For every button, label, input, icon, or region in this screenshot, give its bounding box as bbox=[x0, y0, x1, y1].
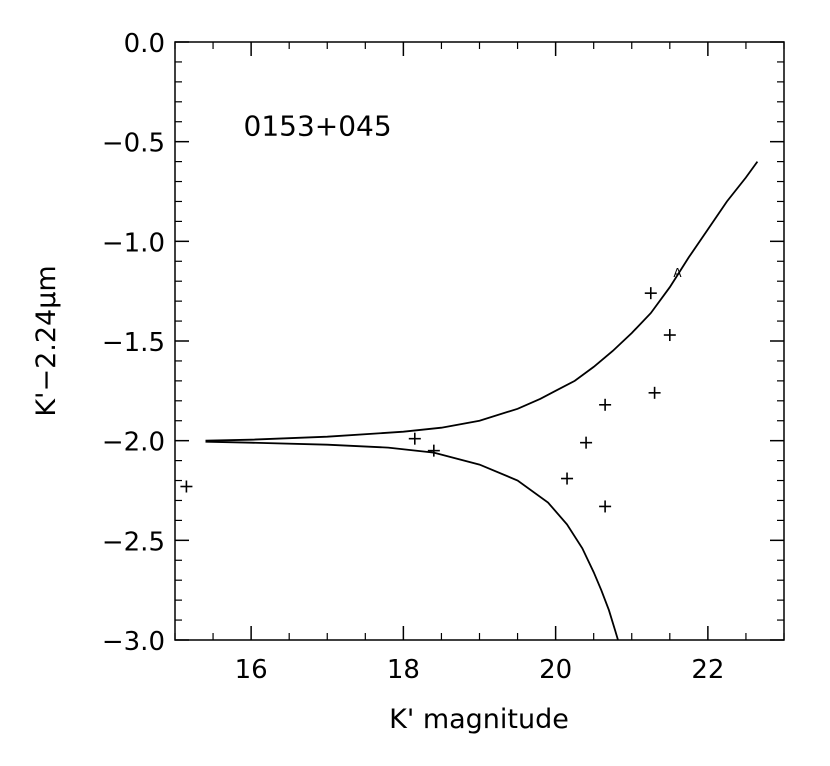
tick-labels: 16 18 20 22 0.0 −0.5 −1.0 −1.5 −2.0 −2.5 −3.0 bbox=[102, 29, 725, 685]
data-point bbox=[180, 480, 193, 493]
x-tick-label: 22 bbox=[691, 655, 724, 685]
y-tick-label: −2.5 bbox=[102, 527, 165, 557]
x-tick-label: 16 bbox=[235, 655, 268, 685]
data-point bbox=[561, 472, 574, 485]
data-point bbox=[408, 432, 421, 445]
series-line bbox=[205, 161, 759, 442]
y-tick-label: −1.0 bbox=[102, 228, 165, 258]
data-point bbox=[599, 398, 612, 411]
data-point bbox=[644, 287, 657, 300]
ticks bbox=[174, 41, 785, 641]
x-tick-label: 20 bbox=[539, 655, 572, 685]
y-tick-label: 0.0 bbox=[124, 29, 165, 59]
data-point bbox=[599, 500, 612, 513]
y-tick-label: −2.0 bbox=[102, 428, 165, 458]
point-label-a: A bbox=[673, 266, 682, 280]
chart-annotation: 0153+045 bbox=[244, 110, 392, 143]
x-axis-label: K' magnitude bbox=[389, 704, 569, 735]
y-axis-label: K'−2.24μm bbox=[31, 265, 62, 416]
data-point bbox=[427, 444, 440, 457]
data-point bbox=[663, 329, 676, 342]
points bbox=[180, 287, 676, 513]
curves bbox=[205, 161, 759, 641]
series-line bbox=[205, 440, 619, 641]
data-point bbox=[648, 386, 661, 399]
y-tick-label: −1.5 bbox=[102, 328, 165, 358]
data-point bbox=[580, 436, 593, 449]
y-tick-label: −3.0 bbox=[102, 627, 165, 657]
x-tick-label: 18 bbox=[387, 655, 420, 685]
y-tick-label: −0.5 bbox=[102, 129, 165, 159]
